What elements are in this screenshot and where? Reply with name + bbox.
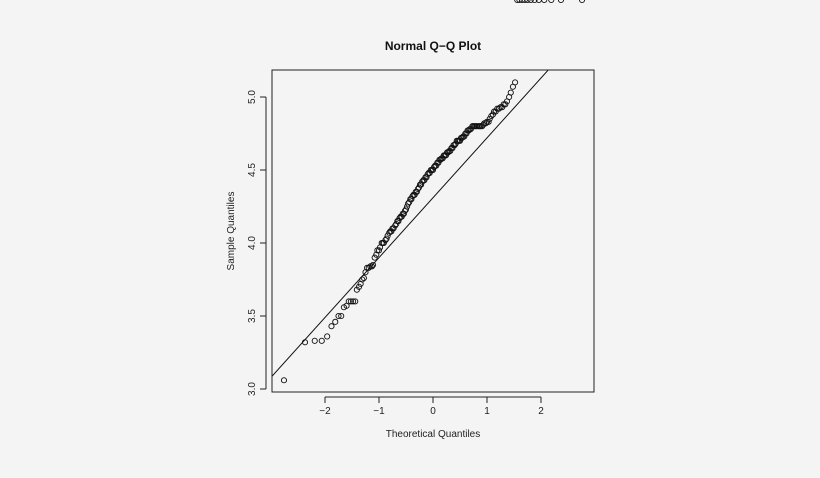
data-point — [328, 323, 335, 330]
data-point — [350, 298, 357, 305]
data-point — [502, 101, 509, 108]
data-point — [311, 337, 318, 344]
data-point — [521, 0, 528, 4]
data-point — [495, 105, 502, 112]
x-tick-label: −1 — [373, 406, 385, 417]
data-point — [519, 0, 526, 4]
data-point — [486, 115, 493, 122]
data-point — [531, 0, 538, 4]
data-point — [373, 251, 380, 258]
data-point — [368, 263, 376, 270]
data-point — [527, 0, 534, 4]
y-tick-label: 5.0 — [247, 90, 258, 104]
data-point — [402, 206, 410, 213]
data-point — [318, 337, 325, 344]
data-point — [355, 283, 363, 290]
data-point — [384, 232, 391, 239]
qq-line — [272, 70, 549, 377]
y-tick-label: 4.0 — [247, 236, 258, 250]
data-point — [338, 312, 345, 320]
data-point — [347, 298, 354, 305]
data-point — [578, 0, 586, 4]
x-tick-label: 2 — [538, 406, 544, 417]
data-point — [359, 276, 366, 283]
chart-title: Normal Q−Q Plot — [385, 39, 481, 53]
data-point — [557, 0, 565, 4]
data-point — [516, 0, 523, 4]
y-axis: 3.0 3.5 4.0 4.5 5.0 — [247, 90, 267, 396]
data-point — [360, 274, 367, 282]
x-tick-label: 1 — [484, 406, 490, 417]
plot-area — [271, 0, 595, 393]
data-point — [375, 247, 383, 254]
data-point — [548, 0, 555, 4]
data-point — [524, 0, 531, 4]
data-point — [280, 377, 288, 384]
data-point — [370, 261, 377, 268]
data-point — [488, 112, 495, 120]
y-tick-label: 4.5 — [247, 163, 258, 177]
data-point — [485, 118, 492, 125]
y-tick-label: 3.0 — [247, 382, 258, 396]
data-point — [383, 235, 390, 242]
data-point — [324, 333, 331, 340]
data-point — [514, 0, 521, 4]
x-tick-label: −2 — [319, 406, 331, 417]
data-point — [512, 79, 519, 86]
data-point — [335, 312, 342, 320]
data-point — [541, 0, 548, 4]
data-point — [365, 264, 372, 271]
data-point — [352, 298, 359, 305]
x-axis: −2 −1 0 1 2 — [319, 396, 544, 417]
data-point — [371, 254, 378, 261]
data-point — [345, 298, 352, 305]
data-point — [390, 225, 397, 232]
reference-line — [272, 70, 549, 377]
data-point — [507, 89, 514, 96]
x-tick-label: 0 — [430, 406, 436, 417]
data-point — [380, 239, 387, 247]
data-point — [332, 318, 339, 325]
y-tick-label: 3.5 — [247, 309, 258, 323]
data-point — [535, 0, 542, 4]
y-axis-label: Sample Quantiles — [226, 192, 237, 271]
data-points — [280, 0, 586, 384]
x-axis-label: Theoretical Quantiles — [386, 429, 481, 440]
plot-frame — [271, 69, 595, 393]
data-point — [301, 339, 309, 346]
